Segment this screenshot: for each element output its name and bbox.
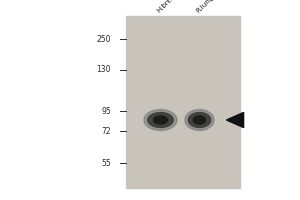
Text: 95: 95 xyxy=(101,107,111,116)
Polygon shape xyxy=(226,112,244,128)
Bar xyxy=(126,16,240,188)
Ellipse shape xyxy=(148,112,173,128)
Text: H.breast: H.breast xyxy=(156,0,181,14)
Ellipse shape xyxy=(144,110,177,130)
Ellipse shape xyxy=(193,116,206,124)
Text: 250: 250 xyxy=(97,34,111,44)
Text: R.lung: R.lung xyxy=(195,0,215,14)
Text: 130: 130 xyxy=(97,66,111,74)
Ellipse shape xyxy=(188,112,211,128)
Ellipse shape xyxy=(154,116,167,124)
Text: 72: 72 xyxy=(101,127,111,136)
Text: 55: 55 xyxy=(101,158,111,168)
Ellipse shape xyxy=(185,110,214,130)
